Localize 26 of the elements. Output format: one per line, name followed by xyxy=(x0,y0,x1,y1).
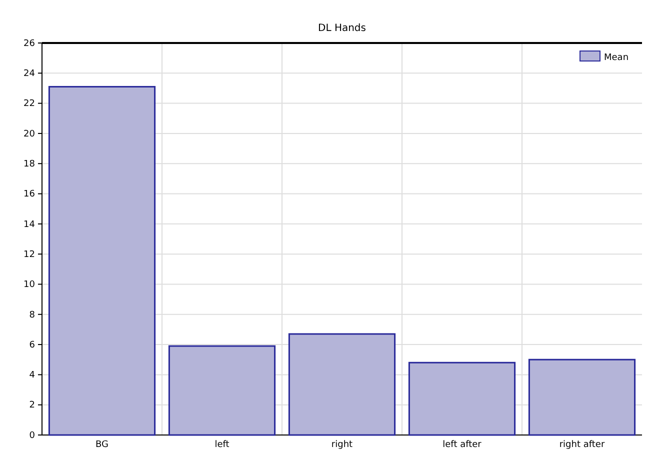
bar xyxy=(528,358,636,436)
x-tick-label: BG xyxy=(96,440,109,450)
y-tick-label: 24 xyxy=(24,69,36,80)
y-tick-label: 8 xyxy=(29,310,36,320)
x-tick-label: left xyxy=(214,440,230,450)
legend-label: Mean xyxy=(604,53,629,63)
y-tick-label: 20 xyxy=(24,129,36,140)
y-tick-label: 18 xyxy=(24,159,36,170)
chart-title: DL Hands xyxy=(318,23,366,34)
y-tick-label: 12 xyxy=(24,250,35,260)
y-tick-label: 16 xyxy=(24,190,36,200)
y-tick-label: 10 xyxy=(24,280,36,290)
y-tick-label: 4 xyxy=(29,370,36,381)
y-tick-label: 2 xyxy=(29,400,35,411)
y-tick-label: 26 xyxy=(24,38,36,49)
x-tick-label: left after xyxy=(442,440,482,450)
y-tick-label: 22 xyxy=(24,99,35,110)
bar xyxy=(288,333,396,436)
x-tick-label: right xyxy=(331,440,354,450)
bar xyxy=(48,86,156,436)
y-tick-label: 0 xyxy=(29,430,36,441)
y-tick-label: 6 xyxy=(29,340,36,350)
bar xyxy=(408,362,516,436)
x-tick-label: right after xyxy=(559,440,605,450)
y-tick-label: 14 xyxy=(24,220,36,230)
bar xyxy=(168,345,276,436)
